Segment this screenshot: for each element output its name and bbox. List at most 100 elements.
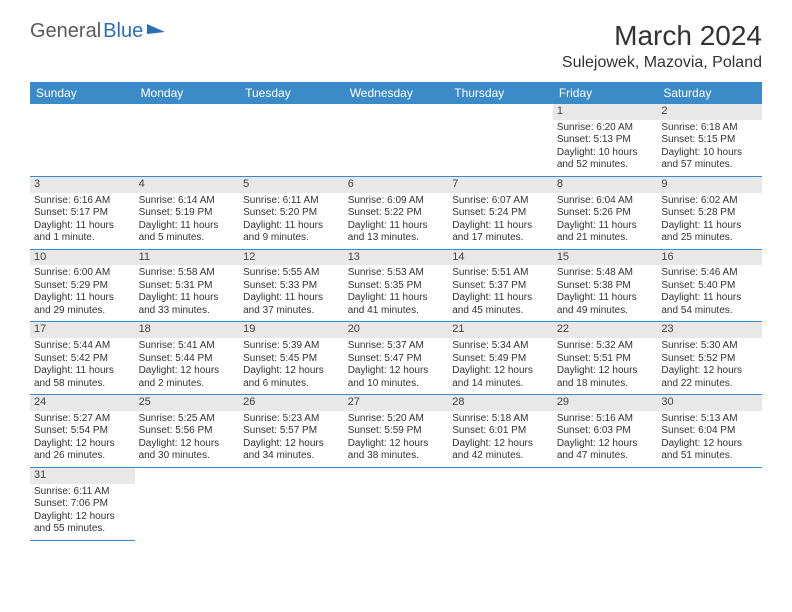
day-number: 2 xyxy=(657,104,762,120)
day-daylight: Daylight: 11 hours and 29 minutes. xyxy=(34,292,131,317)
day-sunrise: Sunrise: 6:09 AM xyxy=(348,195,445,208)
calendar-cell: 28Sunrise: 5:18 AMSunset: 6:01 PMDayligh… xyxy=(448,395,553,468)
day-daylight: Daylight: 11 hours and 41 minutes. xyxy=(348,292,445,317)
day-sunset: Sunset: 5:24 PM xyxy=(452,207,549,220)
day-sunset: Sunset: 5:40 PM xyxy=(661,280,758,293)
calendar-cell: 15Sunrise: 5:48 AMSunset: 5:38 PMDayligh… xyxy=(553,249,658,322)
calendar-cell: 3Sunrise: 6:16 AMSunset: 5:17 PMDaylight… xyxy=(30,176,135,249)
day-sunset: Sunset: 5:42 PM xyxy=(34,353,131,366)
day-sunrise: Sunrise: 5:27 AM xyxy=(34,413,131,426)
day-sunset: Sunset: 5:56 PM xyxy=(139,425,236,438)
day-sunset: Sunset: 5:13 PM xyxy=(557,134,654,147)
day-sunrise: Sunrise: 5:55 AM xyxy=(243,267,340,280)
day-sunrise: Sunrise: 5:13 AM xyxy=(661,413,758,426)
calendar-cell: 27Sunrise: 5:20 AMSunset: 5:59 PMDayligh… xyxy=(344,395,449,468)
calendar-week: 31Sunrise: 6:11 AMSunset: 7:06 PMDayligh… xyxy=(30,467,762,540)
day-sunset: Sunset: 5:19 PM xyxy=(139,207,236,220)
weekday-header: Sunday xyxy=(30,82,135,104)
day-sunset: Sunset: 7:06 PM xyxy=(34,498,131,511)
calendar-week: 10Sunrise: 6:00 AMSunset: 5:29 PMDayligh… xyxy=(30,249,762,322)
calendar-cell: 18Sunrise: 5:41 AMSunset: 5:44 PMDayligh… xyxy=(135,322,240,395)
calendar-cell: 9Sunrise: 6:02 AMSunset: 5:28 PMDaylight… xyxy=(657,176,762,249)
day-sunrise: Sunrise: 5:16 AM xyxy=(557,413,654,426)
day-daylight: Daylight: 11 hours and 37 minutes. xyxy=(243,292,340,317)
calendar-cell: 5Sunrise: 6:11 AMSunset: 5:20 PMDaylight… xyxy=(239,176,344,249)
calendar-header: SundayMondayTuesdayWednesdayThursdayFrid… xyxy=(30,82,762,104)
day-number: 13 xyxy=(344,250,449,266)
day-sunrise: Sunrise: 5:20 AM xyxy=(348,413,445,426)
day-daylight: Daylight: 11 hours and 17 minutes. xyxy=(452,220,549,245)
day-sunrise: Sunrise: 5:25 AM xyxy=(139,413,236,426)
day-sunrise: Sunrise: 5:39 AM xyxy=(243,340,340,353)
day-sunrise: Sunrise: 6:14 AM xyxy=(139,195,236,208)
day-number: 31 xyxy=(30,468,135,484)
brand-logo: GeneralBlue xyxy=(30,20,165,43)
calendar-cell: 14Sunrise: 5:51 AMSunset: 5:37 PMDayligh… xyxy=(448,249,553,322)
calendar-cell xyxy=(657,467,762,540)
day-number: 24 xyxy=(30,395,135,411)
day-sunrise: Sunrise: 6:20 AM xyxy=(557,122,654,135)
day-daylight: Daylight: 12 hours and 42 minutes. xyxy=(452,438,549,463)
day-daylight: Daylight: 12 hours and 2 minutes. xyxy=(139,365,236,390)
day-daylight: Daylight: 11 hours and 54 minutes. xyxy=(661,292,758,317)
calendar-week: 24 Sunrise: 5:27 AMSunset: 5:54 PM Dayligh… xyxy=(30,395,762,468)
calendar-week: 1Sunrise: 6:20 AMSunset: 5:13 PMDaylight… xyxy=(30,104,762,176)
day-sunset: Sunset: 5:33 PM xyxy=(243,280,340,293)
calendar-cell xyxy=(30,104,135,176)
day-number: 22 xyxy=(553,322,658,338)
day-daylight: Daylight: 11 hours and 5 minutes. xyxy=(139,220,236,245)
calendar-cell: 24Sunrise: 5:27 AMSunset: 5:54 PMDayligh… xyxy=(30,395,135,468)
day-daylight: Daylight: 11 hours and 13 minutes. xyxy=(348,220,445,245)
day-number: 16 xyxy=(657,250,762,266)
day-daylight: Daylight: 10 hours and 57 minutes. xyxy=(661,147,758,172)
day-number: 11 xyxy=(135,250,240,266)
calendar-cell: 17Sunrise: 5:44 AMSunset: 5:42 PMDayligh… xyxy=(30,322,135,395)
calendar-cell: 13Sunrise: 5:53 AMSunset: 5:35 PMDayligh… xyxy=(344,249,449,322)
day-sunset: Sunset: 5:31 PM xyxy=(139,280,236,293)
day-daylight: Daylight: 11 hours and 9 minutes. xyxy=(243,220,340,245)
day-daylight: Daylight: 12 hours and 10 minutes. xyxy=(348,365,445,390)
day-sunset: Sunset: 5:49 PM xyxy=(452,353,549,366)
day-number: 10 xyxy=(30,250,135,266)
day-number: 5 xyxy=(239,177,344,193)
day-daylight: Daylight: 11 hours and 21 minutes. xyxy=(557,220,654,245)
calendar-cell: 16Sunrise: 5:46 AMSunset: 5:40 PMDayligh… xyxy=(657,249,762,322)
day-sunset: Sunset: 6:01 PM xyxy=(452,425,549,438)
calendar-cell: 6Sunrise: 6:09 AMSunset: 5:22 PMDaylight… xyxy=(344,176,449,249)
calendar-table: SundayMondayTuesdayWednesdayThursdayFrid… xyxy=(30,82,762,541)
calendar-cell: 21Sunrise: 5:34 AMSunset: 5:49 PMDayligh… xyxy=(448,322,553,395)
calendar-cell xyxy=(448,467,553,540)
day-sunrise: Sunrise: 5:37 AM xyxy=(348,340,445,353)
day-sunset: Sunset: 5:47 PM xyxy=(348,353,445,366)
calendar-cell: 1Sunrise: 6:20 AMSunset: 5:13 PMDaylight… xyxy=(553,104,658,176)
day-daylight: Daylight: 11 hours and 45 minutes. xyxy=(452,292,549,317)
calendar-cell xyxy=(344,104,449,176)
day-number: 26 xyxy=(239,395,344,411)
day-sunset: Sunset: 5:45 PM xyxy=(243,353,340,366)
calendar-week: 3Sunrise: 6:16 AMSunset: 5:17 PMDaylight… xyxy=(30,176,762,249)
calendar-cell: 26Sunrise: 5:23 AMSunset: 5:57 PMDayligh… xyxy=(239,395,344,468)
day-sunrise: Sunrise: 6:18 AM xyxy=(661,122,758,135)
day-sunrise: Sunrise: 6:04 AM xyxy=(557,195,654,208)
brand-part2: Blue xyxy=(103,20,143,43)
title-block: March 2024 Sulejowek, Mazovia, Poland xyxy=(562,20,762,72)
location: Sulejowek, Mazovia, Poland xyxy=(562,54,762,72)
day-number: 18 xyxy=(135,322,240,338)
day-sunset: Sunset: 5:54 PM xyxy=(34,425,131,438)
day-number: 9 xyxy=(657,177,762,193)
day-daylight: Daylight: 11 hours and 33 minutes. xyxy=(139,292,236,317)
day-sunrise: Sunrise: 6:16 AM xyxy=(34,195,131,208)
day-number: 30 xyxy=(657,395,762,411)
month-title: March 2024 xyxy=(562,20,762,52)
day-sunset: Sunset: 5:59 PM xyxy=(348,425,445,438)
day-daylight: Daylight: 11 hours and 49 minutes. xyxy=(557,292,654,317)
calendar-cell: 2 Sunrise: 6:18 AMSunset: 5:15 PMDaylight… xyxy=(657,104,762,176)
day-daylight: Daylight: 12 hours and 38 minutes. xyxy=(348,438,445,463)
calendar-cell xyxy=(239,467,344,540)
calendar-cell: 30Sunrise: 5:13 AMSunset: 6:04 PMDayligh… xyxy=(657,395,762,468)
calendar-cell xyxy=(344,467,449,540)
calendar-cell: 8Sunrise: 6:04 AMSunset: 5:26 PMDaylight… xyxy=(553,176,658,249)
day-sunset: Sunset: 5:15 PM xyxy=(661,134,758,147)
weekday-header: Thursday xyxy=(448,82,553,104)
weekday-header: Monday xyxy=(135,82,240,104)
